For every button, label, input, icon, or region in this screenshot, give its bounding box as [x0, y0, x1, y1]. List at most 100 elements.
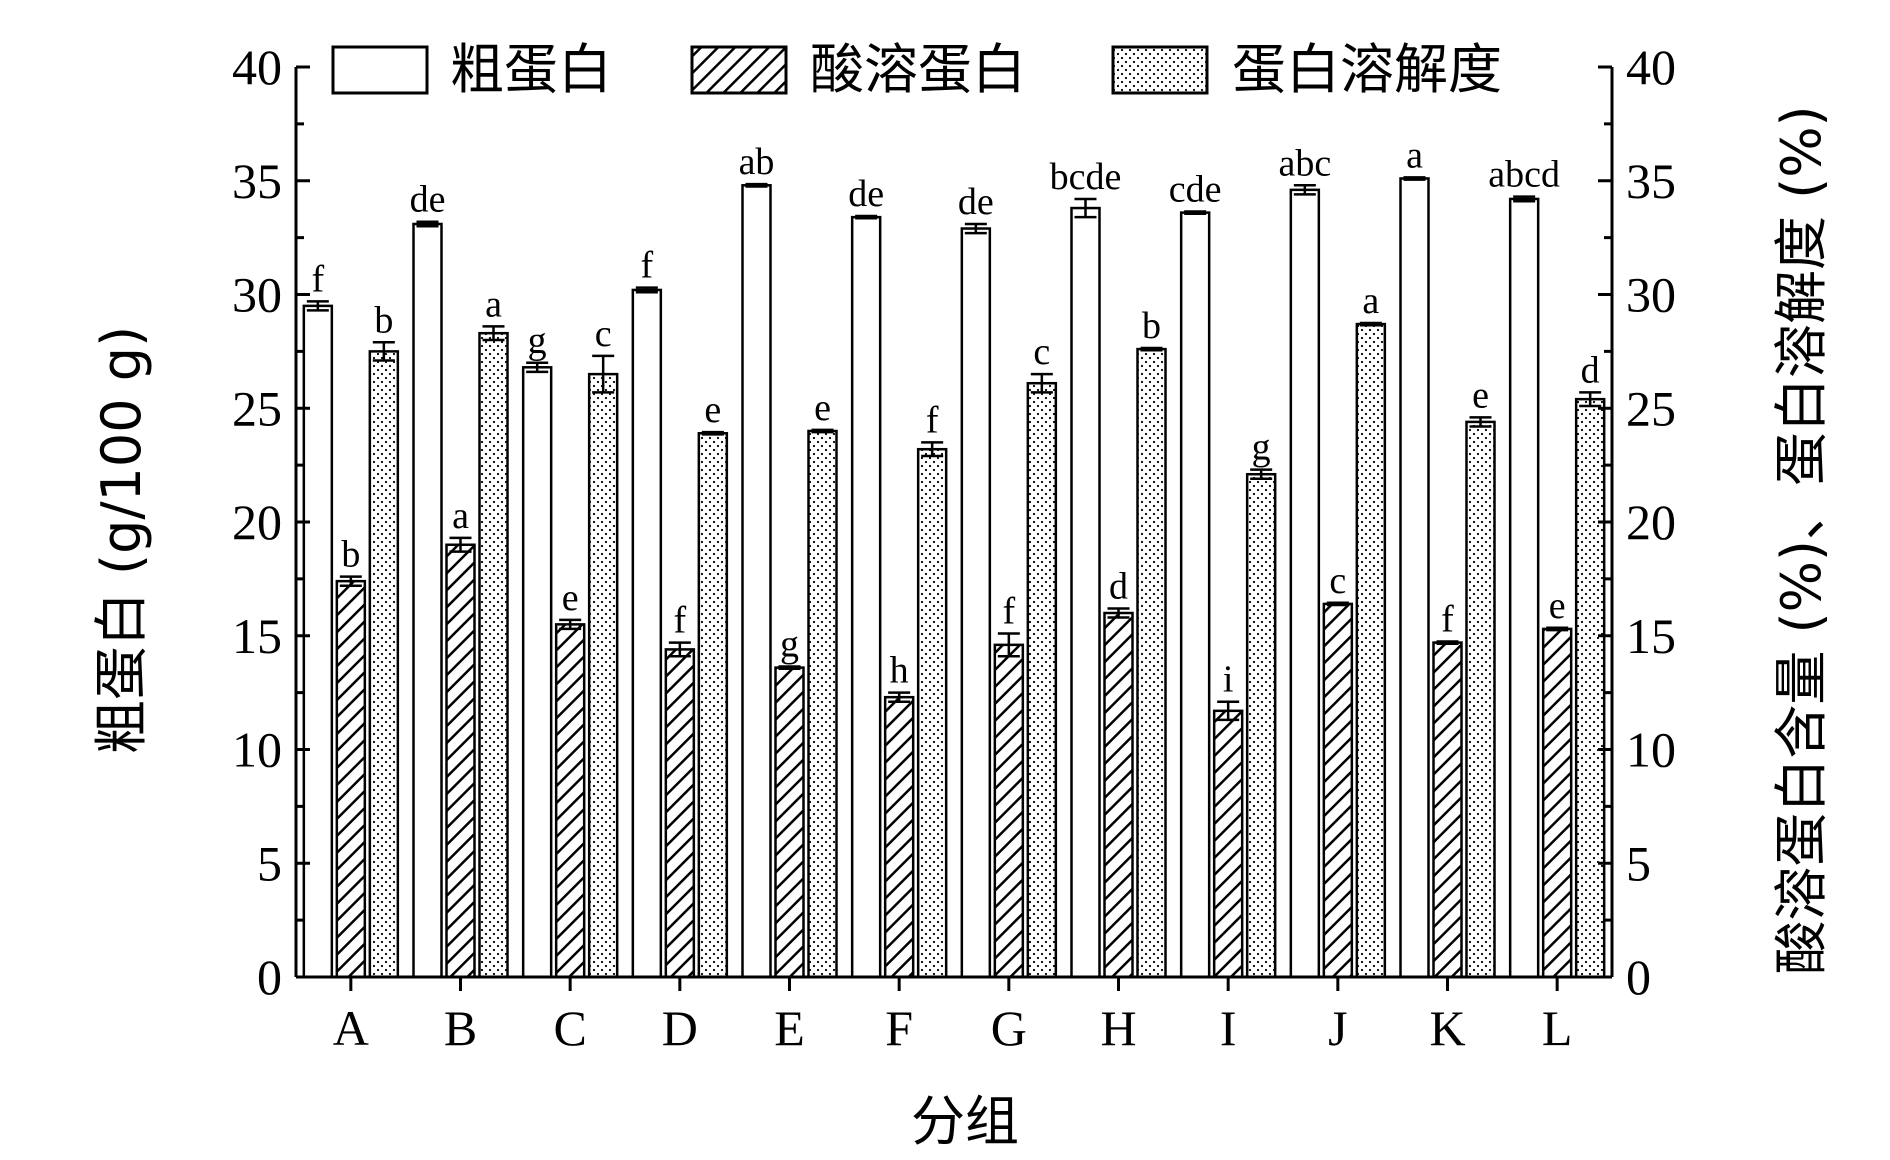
bar-protein-solubility-C: [587, 372, 619, 979]
bar-crude-protein-C: [521, 366, 553, 979]
bar-protein-solubility-F: [916, 447, 948, 979]
bar-protein-solubility-A: [368, 350, 400, 979]
bar-crude-protein-L: [1508, 197, 1540, 979]
left-y-tick-label: 20: [232, 494, 282, 550]
legend-label-protein-solubility: 蛋白溶解度: [1232, 38, 1502, 101]
right-y-tick-label: 20: [1626, 494, 1676, 550]
bar-protein-solubility-L: [1574, 397, 1606, 979]
left-y-tick-label: 10: [232, 722, 282, 778]
significance-label-acid-soluble-protein-D: f: [674, 600, 687, 642]
plot-area: fbbdeaagecffeabgedehfdefcbcdedbcdeigabcc…: [302, 134, 1606, 979]
significance-label-crude-protein-I: cde: [1169, 168, 1222, 210]
x-tick-label: I: [1220, 1000, 1237, 1056]
bar-crude-protein-I: [1179, 211, 1211, 979]
x-tick-label: D: [662, 1000, 698, 1056]
significance-label-acid-soluble-protein-G: f: [1003, 590, 1016, 632]
significance-label-crude-protein-H: bcde: [1050, 156, 1122, 198]
significance-label-acid-soluble-protein-F: h: [890, 650, 909, 692]
significance-label-protein-solubility-B: a: [485, 283, 502, 325]
bar-protein-solubility-D: [697, 432, 729, 979]
significance-label-crude-protein-E: ab: [739, 141, 775, 183]
left-y-tick-label: 15: [232, 608, 282, 664]
significance-label-acid-soluble-protein-J: c: [1329, 560, 1346, 602]
x-tick-label: L: [1542, 1000, 1573, 1056]
legend: 粗蛋白 酸溶蛋白 蛋白溶解度: [331, 38, 1502, 101]
significance-label-crude-protein-A: f: [312, 258, 325, 300]
x-tick-label: K: [1429, 1000, 1465, 1056]
significance-label-crude-protein-G: de: [958, 181, 994, 223]
significance-label-crude-protein-K: a: [1406, 134, 1423, 176]
bar-protein-solubility-E: [807, 429, 838, 979]
bar-protein-solubility-K: [1465, 420, 1496, 979]
bar-crude-protein-J: [1289, 188, 1321, 979]
significance-label-crude-protein-L: abcd: [1488, 154, 1560, 196]
x-tick-label: J: [1328, 1000, 1347, 1056]
axes: 0 0 5 5 10 10 15 15 20 20 25 25 30 30 35 35 40 40 A B C D E F G H…: [232, 39, 1676, 1056]
legend-label-acid-soluble-protein: 酸溶蛋白: [810, 38, 1026, 101]
right-y-tick-label: 35: [1626, 153, 1676, 209]
significance-label-acid-soluble-protein-K: f: [1441, 598, 1454, 640]
bar-acid-soluble-protein-B: [445, 543, 476, 979]
significance-label-acid-soluble-protein-I: i: [1223, 659, 1234, 701]
bar-acid-soluble-protein-I: [1212, 709, 1244, 979]
significance-label-protein-solubility-A: b: [374, 299, 393, 341]
x-tick-label: B: [444, 1000, 477, 1056]
right-y-axis-title: 酸溶蛋白含量 (%)、蛋白溶解度 (%): [1770, 105, 1833, 974]
bar-protein-solubility-I: [1245, 472, 1277, 979]
significance-label-protein-solubility-E: e: [814, 387, 831, 429]
significance-label-acid-soluble-protein-E: g: [780, 623, 799, 665]
significance-label-acid-soluble-protein-C: e: [562, 577, 579, 619]
x-tick-label: A: [333, 1000, 369, 1056]
bar-acid-soluble-protein-K: [1432, 641, 1463, 979]
bar-protein-solubility-H: [1136, 347, 1167, 979]
significance-label-crude-protein-D: f: [641, 245, 654, 287]
bar-crude-protein-G: [960, 227, 992, 979]
bar-crude-protein-K: [1399, 177, 1430, 979]
significance-label-protein-solubility-H: b: [1142, 305, 1161, 347]
significance-label-protein-solubility-G: c: [1033, 331, 1050, 373]
x-tick-label: C: [553, 1000, 586, 1056]
significance-label-protein-solubility-K: e: [1472, 374, 1489, 416]
bar-protein-solubility-G: [1026, 381, 1058, 979]
significance-label-crude-protein-C: g: [528, 320, 547, 362]
significance-label-acid-soluble-protein-B: a: [452, 495, 469, 537]
x-tick-label: F: [885, 1000, 913, 1056]
left-y-tick-label: 30: [232, 267, 282, 323]
bar-crude-protein-D: [631, 288, 663, 979]
right-y-tick-label: 5: [1626, 835, 1651, 891]
x-axis-title: 分组: [911, 1090, 1019, 1153]
bar-crude-protein-H: [1070, 206, 1101, 979]
left-y-tick-label: 5: [257, 835, 282, 891]
bar-acid-soluble-protein-D: [664, 648, 696, 979]
bar-crude-protein-B: [412, 222, 443, 979]
bar-acid-soluble-protein-H: [1103, 611, 1134, 979]
bar-acid-soluble-protein-A: [335, 579, 367, 979]
significance-label-crude-protein-F: de: [848, 173, 884, 215]
right-y-tick-label: 40: [1626, 39, 1676, 95]
legend-swatch-acid-soluble-protein: [690, 45, 788, 95]
significance-label-crude-protein-B: de: [410, 179, 446, 221]
legend-label-crude-protein: 粗蛋白: [450, 38, 612, 101]
legend-swatch-crude-protein: [331, 45, 429, 95]
left-y-tick-label: 35: [232, 153, 282, 209]
bar-crude-protein-F: [850, 215, 882, 979]
bar-protein-solubility-J: [1355, 322, 1387, 979]
bar-acid-soluble-protein-F: [883, 695, 915, 979]
significance-label-acid-soluble-protein-A: b: [341, 534, 360, 576]
significance-label-protein-solubility-C: c: [595, 313, 612, 355]
left-y-axis-title: 粗蛋白 (g/100 g): [90, 326, 153, 754]
bar-crude-protein-A: [302, 304, 334, 979]
significance-label-protein-solubility-J: a: [1362, 280, 1379, 322]
x-tick-label: G: [991, 1000, 1027, 1056]
bar-acid-soluble-protein-G: [993, 643, 1025, 979]
significance-label-protein-solubility-F: f: [926, 399, 939, 441]
bar-acid-soluble-protein-L: [1541, 627, 1573, 979]
right-y-tick-label: 25: [1626, 380, 1676, 436]
bar-acid-soluble-protein-J: [1322, 602, 1354, 979]
significance-label-protein-solubility-L: d: [1581, 349, 1600, 391]
left-y-tick-label: 0: [257, 949, 282, 1005]
right-y-tick-label: 0: [1626, 949, 1651, 1005]
significance-label-protein-solubility-I: g: [1252, 427, 1271, 469]
right-y-tick-label: 30: [1626, 267, 1676, 323]
